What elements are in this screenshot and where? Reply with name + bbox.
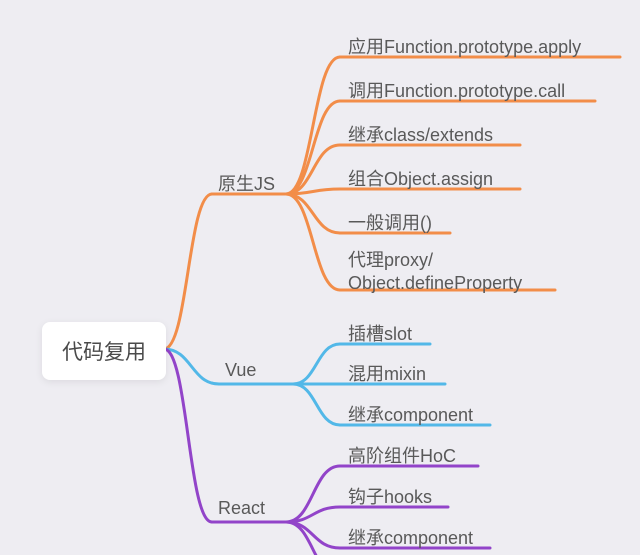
branch-vue[interactable]: Vue [225,360,256,381]
leaf-vue-1[interactable]: 混用mixin [348,360,426,386]
leaf-react-2[interactable]: 继承component [348,524,473,550]
leaf-js-4[interactable]: 一般调用() [348,209,432,235]
root-label: 代码复用 [62,341,146,364]
leaf-vue-0[interactable]: 插槽slot [348,320,412,346]
leaf-vue-2[interactable]: 继承component [348,401,473,427]
root-node[interactable]: 代码复用 [42,322,166,380]
branch-js[interactable]: 原生JS [218,170,275,196]
leaf-js-2[interactable]: 继承class/extends [348,121,493,147]
leaf-js-5[interactable]: 代理proxy/Object.defineProperty [348,249,548,296]
leaf-react-0[interactable]: 高阶组件HoC [348,442,456,468]
branch-react[interactable]: React [218,498,265,519]
leaf-react-1[interactable]: 钩子hooks [348,483,432,509]
leaf-js-1[interactable]: 调用Function.prototype.call [348,77,565,103]
leaf-js-0[interactable]: 应用Function.prototype.apply [348,33,581,59]
leaf-js-3[interactable]: 组合Object.assign [348,165,493,191]
